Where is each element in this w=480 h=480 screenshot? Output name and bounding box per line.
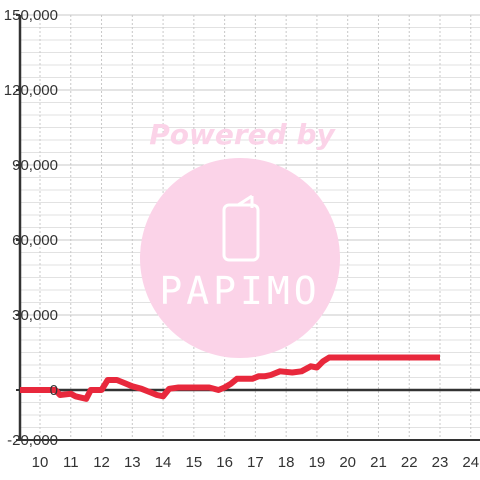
y-tick-label: 0 xyxy=(50,382,58,399)
x-tick-label: 17 xyxy=(247,454,264,471)
y-tick-label: 120,000 xyxy=(4,82,58,99)
x-tick-label: 14 xyxy=(155,454,172,471)
x-tick-label: 13 xyxy=(124,454,141,471)
tick-labels: -20,000 0 30,000 60,000 90,000 120,000 150,000… xyxy=(4,7,479,471)
y-tick-label: 60,000 xyxy=(12,232,58,249)
x-tick-label: 18 xyxy=(278,454,295,471)
series-layer xyxy=(20,354,440,402)
series-line xyxy=(20,354,440,402)
x-tick-label: 16 xyxy=(216,454,233,471)
x-tick-label: 24 xyxy=(462,454,479,471)
phone-icon xyxy=(222,194,260,262)
watermark-logo-papimo: PAPIMO xyxy=(159,269,320,313)
x-tick-label: 23 xyxy=(432,454,449,471)
x-tick-label: 12 xyxy=(93,454,110,471)
y-tick-label: 150,000 xyxy=(4,7,58,24)
y-tick-label: -20,000 xyxy=(7,432,58,449)
axes xyxy=(16,14,480,441)
y-tick-label: 30,000 xyxy=(12,307,58,324)
y-tick-label: 90,000 xyxy=(12,157,58,174)
watermark-circle xyxy=(140,158,340,358)
x-tick-label: 20 xyxy=(339,454,356,471)
x-tick-label: 22 xyxy=(401,454,418,471)
powered-by-watermark: Powered by PAPIMO xyxy=(140,118,340,358)
x-tick-label: 15 xyxy=(186,454,203,471)
x-tick-label: 11 xyxy=(63,454,79,471)
x-tick-label: 10 xyxy=(32,454,49,471)
watermark-line-powered-by: Powered by xyxy=(149,118,336,151)
x-tick-label: 19 xyxy=(309,454,326,471)
x-tick-label: 21 xyxy=(370,454,387,471)
